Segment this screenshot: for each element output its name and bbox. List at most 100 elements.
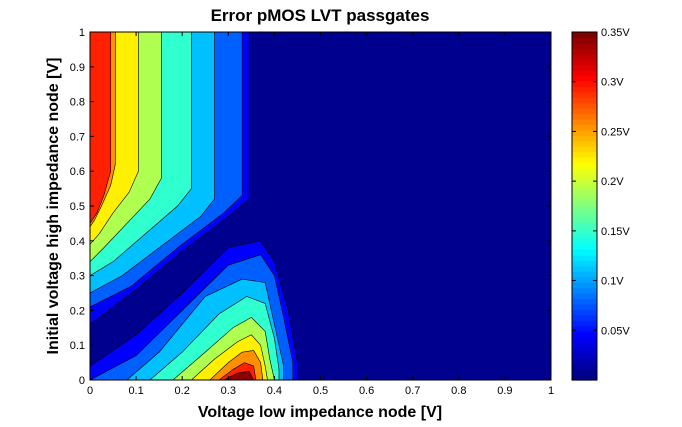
colorbar-segment — [572, 352, 597, 359]
colorbar-segment — [572, 195, 597, 202]
colorbar-segment — [572, 129, 597, 136]
y-tick-label: 0.1 — [70, 340, 85, 352]
colorbar-segment — [572, 227, 597, 234]
colorbar-segment — [572, 254, 597, 261]
y-tick-label: 0.4 — [70, 236, 85, 248]
y-tick-label: 0.9 — [70, 62, 85, 74]
colorbar-segment — [572, 249, 597, 256]
y-tick-label: 0.2 — [70, 305, 85, 317]
colorbar-segment — [572, 189, 597, 196]
x-tick-label: 0 — [87, 385, 93, 397]
contour-band-lower-9 — [223, 371, 254, 380]
y-tick-label: 0.7 — [70, 131, 85, 143]
y-tick-label: 0.5 — [70, 201, 85, 213]
colorbar-segment — [572, 151, 597, 158]
colorbar-segment — [572, 102, 597, 109]
colorbar-tick-label: 0.1V — [601, 276, 624, 288]
chart-title: Error pMOS LVT passgates — [211, 6, 430, 25]
colorbar-tick-label: 0.15V — [601, 226, 630, 238]
colorbar-segment — [572, 331, 597, 338]
colorbar-tick-label: 0.3V — [601, 77, 624, 89]
colorbar-segment — [572, 309, 597, 316]
colorbar-tick-label: 0.05V — [601, 325, 630, 337]
x-tick-label: 0.6 — [359, 385, 374, 397]
colorbar-segment — [572, 271, 597, 278]
colorbar-segment — [572, 80, 597, 87]
colorbar-segment — [572, 363, 597, 370]
colorbar-segment — [572, 265, 597, 272]
colorbar-segment — [572, 206, 597, 213]
colorbar-segment — [572, 369, 597, 376]
y-tick-label: 0.3 — [70, 271, 85, 283]
x-tick-label: 0.2 — [175, 385, 190, 397]
x-tick-label: 0.8 — [451, 385, 466, 397]
colorbar — [571, 31, 598, 381]
colorbar-segment — [572, 325, 597, 332]
colorbar-segment — [572, 184, 597, 191]
colorbar-segment — [572, 75, 597, 82]
colorbar-ticks: 0.05V 0.1V 0.15V 0.2V 0.25V 0.3V 0.35V — [572, 27, 630, 337]
colorbar-segment — [572, 32, 597, 39]
colorbar-segment — [572, 108, 597, 115]
colorbar-segment — [572, 113, 597, 120]
colorbar-tick-label: 0.35V — [601, 27, 630, 39]
colorbar-segment — [572, 91, 597, 98]
colorbar-segment — [572, 200, 597, 207]
y-tick-label: 0.6 — [70, 166, 85, 178]
colorbar-segment — [572, 124, 597, 131]
x-tick-label: 0.7 — [405, 385, 420, 397]
y-tick-label: 1 — [79, 27, 85, 39]
colorbar-tick-label: 0.2V — [601, 176, 624, 188]
y-axis: 0 0.1 0.2 0.3 0.4 0.5 0.6 0.7 0.8 0.9 1 — [70, 27, 551, 387]
colorbar-segment — [572, 135, 597, 142]
colorbar-segment — [572, 303, 597, 310]
colorbar-segment — [572, 244, 597, 251]
colorbar-segment — [572, 314, 597, 321]
colorbar-segment — [572, 37, 597, 44]
x-axis-label: Voltage low impedance node [V] — [198, 404, 442, 421]
colorbar-segment — [572, 157, 597, 164]
colorbar-segment — [572, 260, 597, 267]
x-tick-label: 0.3 — [221, 385, 236, 397]
x-tick-label: 0.9 — [497, 385, 512, 397]
colorbar-segment — [572, 48, 597, 55]
colorbar-segment — [572, 233, 597, 240]
colorbar-segment — [572, 287, 597, 294]
x-axis: 0 0.1 0.2 0.3 0.4 0.5 0.6 0.7 0.8 0.9 1 — [87, 32, 554, 397]
colorbar-segment — [572, 298, 597, 305]
colorbar-segment — [572, 140, 597, 147]
colorbar-segment — [572, 167, 597, 174]
x-tick-label: 0.5 — [313, 385, 328, 397]
contour-band-upper-8 — [90, 32, 112, 224]
colorbar-segment — [572, 146, 597, 153]
colorbar-segment — [572, 70, 597, 77]
colorbar-segment — [572, 211, 597, 218]
colorbar-tick-label: 0.25V — [601, 126, 630, 138]
y-tick-label: 0.8 — [70, 97, 85, 109]
colorbar-segment — [572, 341, 597, 348]
colorbar-segment — [572, 336, 597, 343]
y-axis-label: Initial voltage high impedance node [V] — [45, 58, 62, 355]
x-tick-label: 1 — [548, 385, 554, 397]
colorbar-segment — [572, 282, 597, 289]
colorbar-segment — [572, 276, 597, 283]
colorbar-segment — [572, 42, 597, 49]
x-tick-label: 0.1 — [128, 385, 143, 397]
colorbar-segment — [572, 97, 597, 104]
x-tick-label: 0.4 — [267, 385, 282, 397]
colorbar-segment — [572, 119, 597, 126]
colorbar-segment — [572, 320, 597, 327]
colorbar-segment — [572, 347, 597, 354]
colorbar-segment — [572, 358, 597, 365]
colorbar-segment — [572, 374, 597, 381]
colorbar-segment — [572, 86, 597, 93]
colorbar-segment — [572, 53, 597, 60]
colorbar-segment — [572, 222, 597, 229]
colorbar-segment — [572, 178, 597, 185]
colorbar-segment — [572, 162, 597, 169]
colorbar-segment — [572, 173, 597, 180]
colorbar-frame — [571, 31, 598, 381]
colorbar-segment — [572, 293, 597, 300]
colorbar-segment — [572, 216, 597, 223]
